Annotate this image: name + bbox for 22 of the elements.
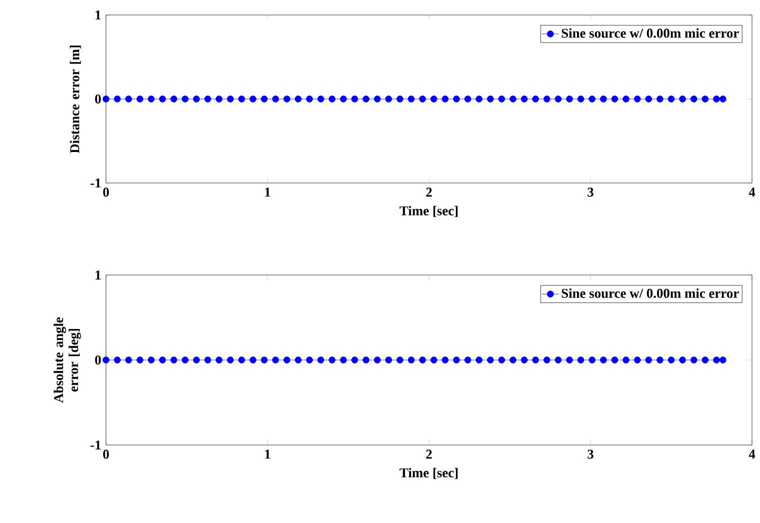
y-axis-title: Absolute angle error [deg] <box>54 317 81 403</box>
x-tick-label: 3 <box>588 188 594 197</box>
y-tick-label: -1 <box>90 178 101 188</box>
x-tick-label: 0 <box>103 188 109 197</box>
y-tick-label: 1 <box>96 10 101 20</box>
legend-label: Sine source w/ 0.00m mic error <box>562 288 739 298</box>
x-tick-label: 1 <box>265 188 270 197</box>
x-tick-label: 4 <box>748 188 756 197</box>
x-tick-label: 0 <box>103 450 109 459</box>
y-tick-label: 1 <box>96 270 101 280</box>
y-tick-label: 0 <box>95 94 101 104</box>
y-tick-label: -1 <box>90 440 101 450</box>
x-axis-title: Time [sec] <box>400 468 458 480</box>
x-tick-label: 2 <box>426 188 432 197</box>
y-tick-label: 0 <box>95 355 101 365</box>
x-tick-label: 4 <box>748 450 756 459</box>
y-axis-title: Distance error [m] <box>70 46 81 154</box>
legend-label: Sine source w/ 0.00m mic error <box>562 28 739 38</box>
x-tick-label: 3 <box>588 450 594 459</box>
x-axis-title: Time [sec] <box>400 206 458 218</box>
x-tick-label: 2 <box>426 450 432 459</box>
x-tick-label: 1 <box>265 450 270 459</box>
